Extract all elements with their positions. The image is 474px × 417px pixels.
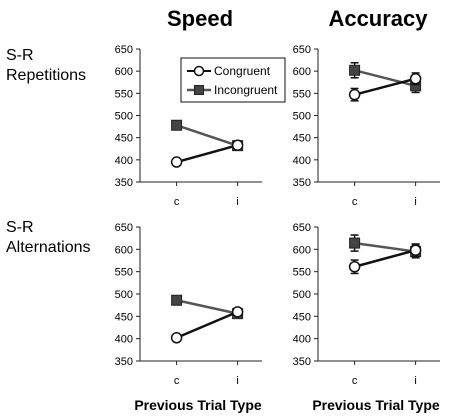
incongruent-point <box>171 119 183 131</box>
x-axis-label-speed: Previous Trial Type <box>134 397 262 413</box>
legend: Congruent Incongruent <box>180 57 286 103</box>
y-tick-label: 500 <box>293 111 311 123</box>
panel-3: 350 400 450 500 550 600 650 c i <box>115 222 262 387</box>
congruent-point <box>231 139 244 151</box>
y-tick-label: 350 <box>293 177 311 189</box>
congruent-point <box>170 332 183 344</box>
panel-2: 350 400 450 500 550 600 650 c i <box>293 44 440 208</box>
incongruent-point <box>349 237 361 249</box>
legend-congruent-marker <box>193 65 205 77</box>
y-tick-label: 450 <box>115 311 133 323</box>
congruent-point <box>348 88 361 101</box>
x-tick-label: i <box>236 375 238 387</box>
incongruent-series-line <box>354 69 416 88</box>
y-tick-label: 550 <box>115 88 133 100</box>
col-title-speed: Speed <box>167 6 233 31</box>
incongruent-point <box>349 64 361 76</box>
row-label-alternations-line2: Alternations <box>6 239 91 256</box>
congruent-point <box>231 306 244 318</box>
y-tick-label: 400 <box>115 155 133 167</box>
congruent-point <box>170 156 183 168</box>
x-tick-label: i <box>414 375 416 387</box>
row-label-repetitions-line2: Repetitions <box>6 67 86 84</box>
y-tick-label: 450 <box>293 311 311 323</box>
col-title-accuracy: Accuracy <box>328 6 428 31</box>
y-tick-label: 650 <box>115 44 133 56</box>
row-label-alternations-line1: S-R <box>6 219 34 236</box>
y-tick-label: 400 <box>115 334 133 346</box>
y-tick-label: 600 <box>293 66 311 78</box>
y-tick-label: 550 <box>293 267 311 279</box>
y-tick-label: 350 <box>115 177 133 189</box>
x-tick-label: c <box>174 196 180 208</box>
y-tick-label: 650 <box>293 44 311 56</box>
panel-4: 350 400 450 500 550 600 650 c i <box>293 222 440 387</box>
x-tick-label: c <box>352 196 358 208</box>
y-tick-label: 450 <box>293 133 311 145</box>
y-tick-label: 600 <box>115 244 133 256</box>
congruent-point <box>348 261 361 273</box>
x-tick-label: i <box>236 196 238 208</box>
y-tick-label: 550 <box>293 88 311 100</box>
y-tick-label: 350 <box>293 356 311 368</box>
incongruent-series-line <box>354 241 416 253</box>
x-tick-label: c <box>174 375 180 387</box>
congruent-point <box>409 72 422 85</box>
x-tick-label: i <box>414 196 416 208</box>
x-axis-label-accuracy: Previous Trial Type <box>312 397 440 413</box>
legend-incongruent-marker <box>194 85 204 95</box>
y-tick-label: 400 <box>293 334 311 346</box>
panel-1: 350 400 450 500 550 600 650 c i Congruent Incongru… <box>115 44 286 208</box>
congruent-series-line <box>176 310 239 339</box>
row-label-repetitions-line1: S-R <box>6 47 34 64</box>
y-tick-label: 500 <box>115 289 133 301</box>
panels: 350 400 450 500 550 600 650 c i Congruent Incongru… <box>115 44 440 387</box>
incongruent-series-line <box>176 124 238 147</box>
congruent-point <box>409 244 422 256</box>
y-tick-label: 650 <box>115 222 133 234</box>
incongruent-point <box>171 294 183 306</box>
y-tick-label: 600 <box>115 66 133 78</box>
y-tick-label: 450 <box>115 133 133 145</box>
incongruent-series-line <box>176 299 238 315</box>
legend-congruent-label: Congruent <box>214 64 271 78</box>
y-tick-label: 600 <box>293 244 311 256</box>
y-tick-label: 400 <box>293 155 311 167</box>
congruent-series-line <box>176 143 238 164</box>
congruent-series-line <box>354 249 416 268</box>
y-tick-label: 350 <box>115 356 133 368</box>
y-tick-label: 500 <box>115 111 133 123</box>
y-tick-label: 500 <box>293 289 311 301</box>
x-tick-label: c <box>352 375 358 387</box>
y-tick-label: 650 <box>293 222 311 234</box>
legend-incongruent-label: Incongruent <box>214 83 278 97</box>
congruent-series-line <box>354 77 416 96</box>
y-tick-label: 550 <box>115 267 133 279</box>
